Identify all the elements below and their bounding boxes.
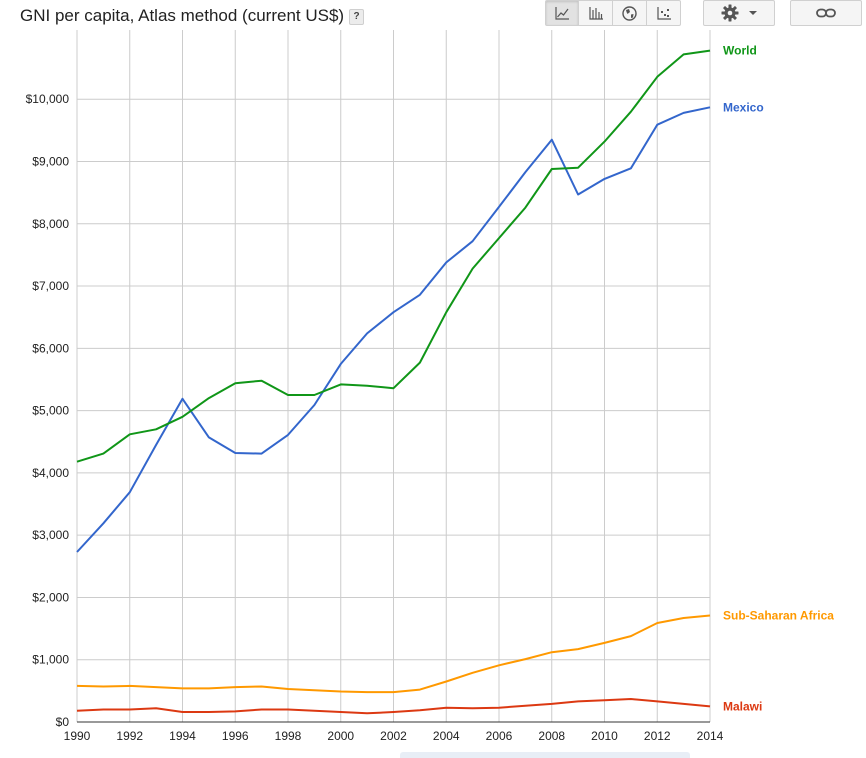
y-tick-label: $4,000: [32, 466, 69, 480]
x-tick-label: 2008: [538, 729, 565, 743]
series-labels: World Mexico Sub-Saharan Africa Malawi: [723, 44, 834, 714]
gear-icon: [721, 4, 739, 22]
series-line-malawi[interactable]: [76, 698, 711, 715]
y-tick-label: $10,000: [26, 92, 70, 106]
series-line-sub-saharan-africa[interactable]: [76, 614, 711, 694]
help-button[interactable]: ?: [349, 9, 365, 25]
x-tick-label: 2002: [380, 729, 407, 743]
y-tick-label: $1,000: [32, 653, 69, 667]
y-tick-label: $6,000: [32, 341, 69, 355]
axes: 1990 1992 1994 1996 1998 2000 2002 2004 2006 2008…: [26, 92, 724, 743]
line-chart-button[interactable]: [545, 0, 579, 26]
settings-button[interactable]: [703, 0, 775, 26]
chart-title-text: GNI per capita, Atlas method (current US…: [20, 6, 345, 25]
series-label-sub-saharan-africa[interactable]: Sub-Saharan Africa: [723, 609, 834, 623]
y-tick-label: $9,000: [32, 154, 69, 168]
x-tick-label: 1996: [222, 729, 249, 743]
bar-chart-button[interactable]: [579, 0, 613, 26]
series-lines: [76, 49, 711, 715]
link-icon: [816, 8, 836, 18]
series-label-mexico[interactable]: Mexico: [723, 100, 764, 114]
share-link-button[interactable]: [790, 0, 862, 26]
chart-type-toolbar: [545, 0, 681, 28]
y-tick-label: $5,000: [32, 404, 69, 418]
x-tick-label: 2014: [697, 729, 724, 743]
scatter-chart-icon: [656, 6, 671, 20]
x-tick-label: 2010: [591, 729, 618, 743]
scatter-chart-button[interactable]: [647, 0, 681, 26]
chevron-down-icon: [749, 11, 757, 15]
x-tick-label: 2004: [433, 729, 460, 743]
series-line-world[interactable]: [76, 49, 711, 463]
line-chart-icon: [555, 6, 569, 20]
x-tick-label: 1994: [169, 729, 196, 743]
x-tick-label: 2000: [327, 729, 354, 743]
y-tick-label: $3,000: [32, 528, 69, 542]
x-tick-label: 1992: [116, 729, 143, 743]
x-tick-label: 1998: [275, 729, 302, 743]
x-tick-label: 2006: [486, 729, 513, 743]
chart-title: GNI per capita, Atlas method (current US…: [20, 6, 365, 26]
y-tick-label: $8,000: [32, 217, 69, 231]
x-tick-label: 1990: [64, 729, 91, 743]
gridlines: [76, 30, 711, 723]
y-tick-label: $7,000: [32, 279, 69, 293]
globe-map-icon: [622, 5, 637, 21]
series-label-world[interactable]: World: [723, 44, 757, 58]
series-label-malawi[interactable]: Malawi: [723, 699, 762, 713]
y-tick-label: $2,000: [32, 590, 69, 604]
bar-chart-icon: [588, 6, 603, 20]
y-tick-label: $0: [56, 715, 70, 729]
scroll-hint: [400, 752, 690, 758]
series-line-mexico[interactable]: [76, 106, 711, 553]
x-tick-label: 2012: [644, 729, 671, 743]
map-chart-button[interactable]: [613, 0, 647, 26]
